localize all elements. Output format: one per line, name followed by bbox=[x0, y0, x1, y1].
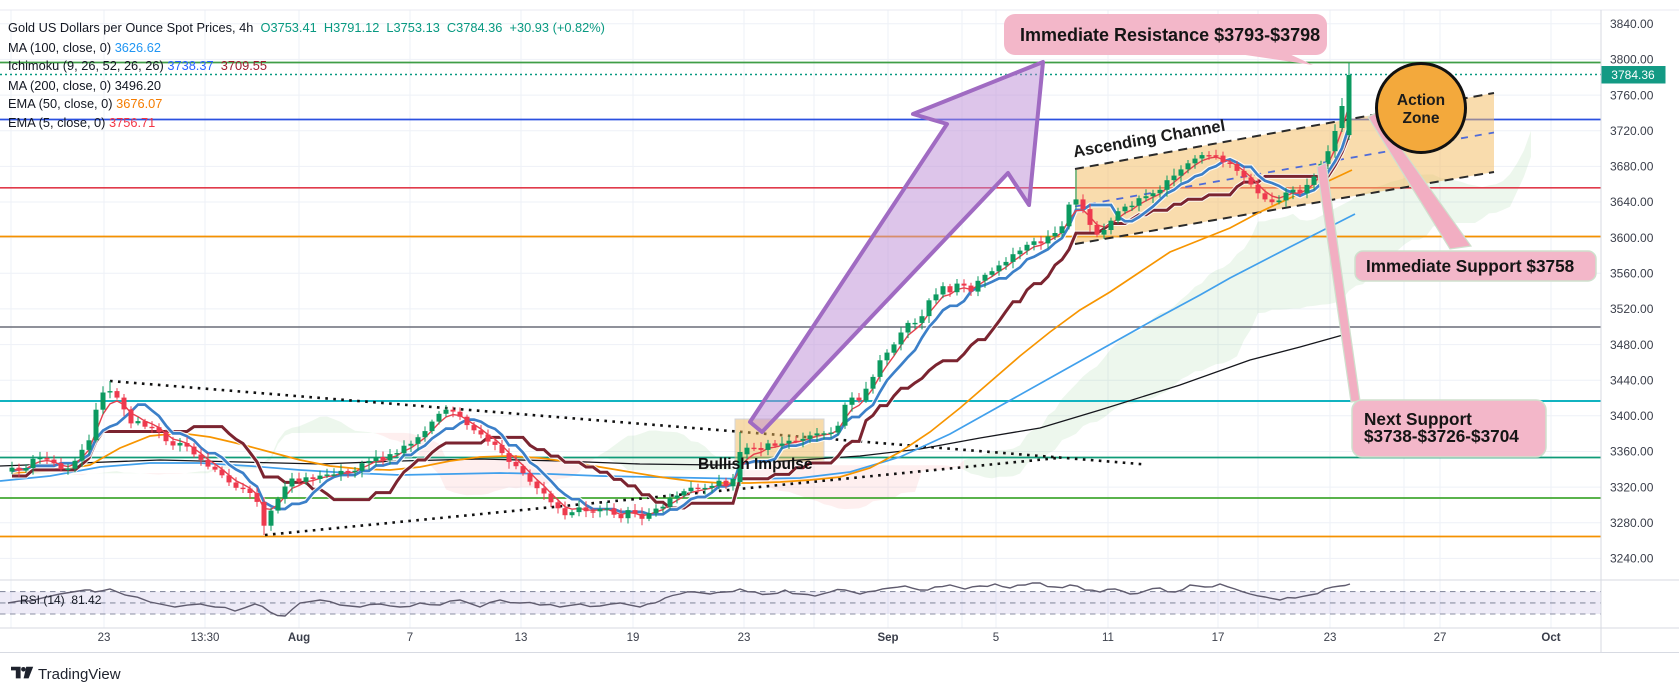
svg-text:3320.00: 3320.00 bbox=[1610, 480, 1654, 494]
svg-text:3640.00: 3640.00 bbox=[1610, 195, 1654, 209]
svg-text:Gold US Dollars per Ounce Spot: Gold US Dollars per Ounce Spot Prices, 4… bbox=[8, 20, 605, 35]
svg-text:3720.00: 3720.00 bbox=[1610, 124, 1654, 138]
svg-text:3840.00: 3840.00 bbox=[1610, 17, 1654, 31]
svg-text:7: 7 bbox=[407, 632, 413, 644]
svg-text:Oct: Oct bbox=[1541, 632, 1560, 644]
svg-text:3440.00: 3440.00 bbox=[1610, 373, 1654, 387]
svg-text:3360.00: 3360.00 bbox=[1610, 445, 1654, 459]
svg-text:3760.00: 3760.00 bbox=[1610, 88, 1654, 102]
svg-text:3560.00: 3560.00 bbox=[1610, 267, 1654, 281]
svg-text:27: 27 bbox=[1434, 632, 1447, 644]
svg-text:Aug: Aug bbox=[288, 632, 310, 644]
svg-text:23: 23 bbox=[738, 632, 751, 644]
svg-text:23: 23 bbox=[1324, 632, 1337, 644]
svg-text:Immediate Support $3758: Immediate Support $3758 bbox=[1366, 256, 1575, 276]
svg-text:5: 5 bbox=[993, 632, 999, 644]
svg-text:TradingView: TradingView bbox=[38, 666, 121, 683]
svg-text:3240.00: 3240.00 bbox=[1610, 552, 1654, 566]
svg-text:MA (200, close, 0) 3496.20: MA (200, close, 0) 3496.20 bbox=[8, 78, 161, 93]
svg-text:Ichimoku (9, 26, 52, 26, 26) 3: Ichimoku (9, 26, 52, 26, 26) 3738.37 370… bbox=[8, 58, 267, 73]
svg-text:Action: Action bbox=[1397, 92, 1445, 109]
svg-text:19: 19 bbox=[627, 632, 640, 644]
svg-text:3280.00: 3280.00 bbox=[1610, 516, 1654, 530]
svg-text:3800.00: 3800.00 bbox=[1610, 53, 1654, 67]
svg-text:3520.00: 3520.00 bbox=[1610, 302, 1654, 316]
svg-text:3400.00: 3400.00 bbox=[1610, 409, 1654, 423]
svg-text:EMA (50, close, 0) 3676.07: EMA (50, close, 0) 3676.07 bbox=[8, 96, 162, 111]
svg-text:Next Support: Next Support bbox=[1364, 409, 1472, 429]
svg-text:$3738-$3726-$3704: $3738-$3726-$3704 bbox=[1364, 426, 1519, 446]
svg-text:3480.00: 3480.00 bbox=[1610, 338, 1654, 352]
svg-text:11: 11 bbox=[1102, 632, 1114, 644]
svg-text:EMA (5, close, 0) 3756.71: EMA (5, close, 0) 3756.71 bbox=[8, 115, 155, 130]
svg-text:Sep: Sep bbox=[877, 632, 898, 644]
svg-text:13: 13 bbox=[515, 632, 528, 644]
svg-text:17: 17 bbox=[1212, 632, 1225, 644]
svg-text:3680.00: 3680.00 bbox=[1610, 160, 1654, 174]
svg-text:3600.00: 3600.00 bbox=[1610, 231, 1654, 245]
svg-text:RSI (14) 81.42: RSI (14) 81.42 bbox=[20, 593, 102, 607]
svg-text:13:30: 13:30 bbox=[191, 632, 220, 644]
svg-text:Bullish Impulse: Bullish Impulse bbox=[698, 456, 813, 473]
svg-text:Immediate Resistance $3793-$37: Immediate Resistance $3793-$3798 bbox=[1020, 25, 1320, 45]
svg-text:23: 23 bbox=[98, 632, 111, 644]
svg-text:MA (100, close, 0) 3626.62: MA (100, close, 0) 3626.62 bbox=[8, 40, 161, 55]
svg-text:3784.36: 3784.36 bbox=[1611, 68, 1655, 82]
svg-text:Zone: Zone bbox=[1402, 110, 1439, 127]
